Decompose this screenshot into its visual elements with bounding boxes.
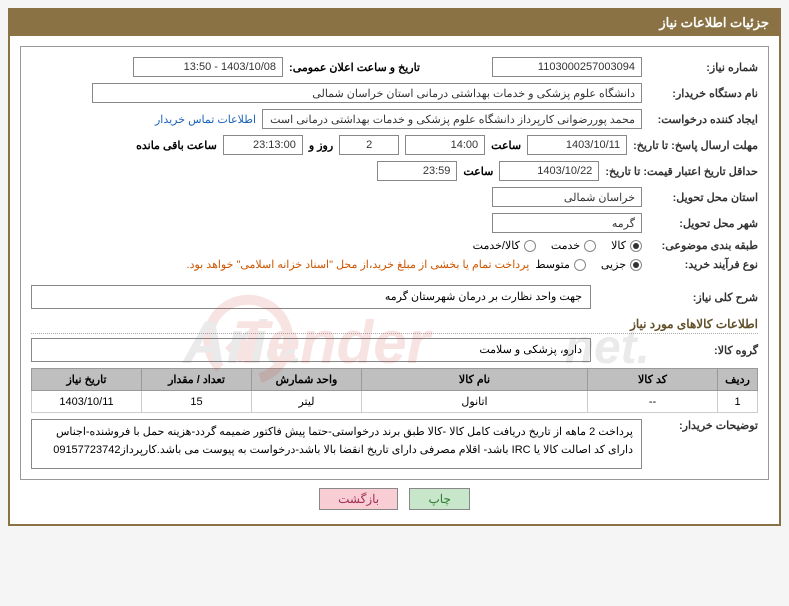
need-desc-value: جهت واحد نظارت بر درمان شهرستان گرمه [31, 285, 591, 309]
th-row: ردیف [718, 369, 758, 391]
city-value: گرمه [492, 213, 642, 233]
radio-service-btn[interactable] [584, 240, 596, 252]
row-goods-group: گروه کالا: دارو، پزشکی و سلامت [31, 338, 758, 362]
row-purchase-type: نوع فرآیند خرید: جزیی متوسط پرداخت تمام … [31, 258, 758, 271]
validity-time: 23:59 [377, 161, 457, 181]
validity-date: 1403/10/22 [499, 161, 599, 181]
province-value: خراسان شمالی [492, 187, 642, 207]
print-button[interactable]: چاپ [409, 488, 469, 510]
radio-both-btn[interactable] [524, 240, 536, 252]
row-deadline: مهلت ارسال پاسخ: تا تاریخ: 1403/10/11 سا… [31, 135, 758, 155]
category-label: طبقه بندی موضوعی: [648, 239, 758, 252]
purchase-type-label: نوع فرآیند خرید: [648, 258, 758, 271]
radio-service-label: خدمت [551, 239, 580, 252]
th-qty: تعداد / مقدار [142, 369, 252, 391]
row-requester: ایجاد کننده درخواست: محمد پوررضوانی کارپ… [31, 109, 758, 129]
panel-body: شماره نیاز: 1103000257003094 تاریخ و ساع… [10, 36, 779, 524]
buyer-org-label: نام دستگاه خریدار: [648, 87, 758, 100]
deadline-time: 14:00 [405, 135, 485, 155]
back-button[interactable]: بازگشت [319, 488, 398, 510]
panel-title: جزئیات اطلاعات نیاز [10, 10, 779, 36]
deadline-date: 1403/10/11 [527, 135, 627, 155]
days-and-label: روز و [309, 139, 333, 152]
td-row: 1 [718, 391, 758, 413]
th-date: تاریخ نیاز [32, 369, 142, 391]
goods-table: ردیف کد کالا نام کالا واحد شمارش تعداد /… [31, 368, 758, 413]
category-radio-group: کالا خدمت کالا/خدمت [473, 239, 642, 252]
radio-service[interactable]: خدمت [551, 239, 596, 252]
buyer-note-value: پرداخت 2 ماهه از تاریخ دریافت کامل کالا … [31, 419, 642, 469]
requester-value: محمد پوررضوانی کارپرداز دانشگاه علوم پزش… [262, 109, 642, 129]
row-city: شهر محل تحویل: گرمه [31, 213, 758, 233]
row-buyer-org: نام دستگاه خریدار: دانشگاه علوم پزشکی و … [31, 83, 758, 103]
th-code: کد کالا [588, 369, 718, 391]
details-panel: جزئیات اطلاعات نیاز شماره نیاز: 11030002… [8, 8, 781, 526]
radio-partial[interactable]: جزیی [601, 258, 642, 271]
td-name: اتانول [362, 391, 588, 413]
time-label-2: ساعت [463, 165, 493, 178]
row-need-desc: شرح کلی نیاز: جهت واحد نظارت بر درمان شه… [31, 285, 758, 309]
goods-info-title: اطلاعات کالاهای مورد نیاز [31, 317, 758, 334]
buyer-note-label: توضیحات خریدار: [648, 419, 758, 432]
city-label: شهر محل تحویل: [648, 217, 758, 230]
row-validity: حداقل تاریخ اعتبار قیمت: تا تاریخ: 1403/… [31, 161, 758, 181]
radio-goods-btn[interactable] [630, 240, 642, 252]
radio-both[interactable]: کالا/خدمت [473, 239, 536, 252]
inner-box: شماره نیاز: 1103000257003094 تاریخ و ساع… [20, 46, 769, 480]
th-unit: واحد شمارش [252, 369, 362, 391]
td-date: 1403/10/11 [32, 391, 142, 413]
radio-both-label: کالا/خدمت [473, 239, 520, 252]
radio-goods-label: کالا [611, 239, 626, 252]
announce-value: 1403/10/08 - 13:50 [133, 57, 283, 77]
remaining-label: ساعت باقی مانده [136, 139, 217, 152]
td-qty: 15 [142, 391, 252, 413]
radio-goods[interactable]: کالا [611, 239, 642, 252]
radio-medium[interactable]: متوسط [535, 258, 586, 271]
goods-group-label: گروه کالا: [648, 344, 758, 357]
button-row: چاپ بازگشت [20, 480, 769, 514]
purchase-type-radio-group: جزیی متوسط [535, 258, 642, 271]
row-buyer-note: توضیحات خریدار: پرداخت 2 ماهه از تاریخ د… [31, 419, 758, 469]
td-code: -- [588, 391, 718, 413]
hours-left: 23:13:00 [223, 135, 303, 155]
radio-partial-label: جزیی [601, 258, 626, 271]
contact-buyer-link[interactable]: اطلاعات تماس خریدار [155, 113, 256, 126]
radio-medium-btn[interactable] [574, 259, 586, 271]
announce-label: تاریخ و ساعت اعلان عمومی: [289, 61, 420, 74]
radio-partial-btn[interactable] [630, 259, 642, 271]
time-label-1: ساعت [491, 139, 521, 152]
need-no-value: 1103000257003094 [492, 57, 642, 77]
th-name: نام کالا [362, 369, 588, 391]
row-category: طبقه بندی موضوعی: کالا خدمت کالا/خدمت [31, 239, 758, 252]
validity-label: حداقل تاریخ اعتبار قیمت: تا تاریخ: [605, 165, 758, 178]
row-province: استان محل تحویل: خراسان شمالی [31, 187, 758, 207]
need-no-label: شماره نیاز: [648, 61, 758, 74]
row-need-no: شماره نیاز: 1103000257003094 تاریخ و ساع… [31, 57, 758, 77]
radio-medium-label: متوسط [535, 258, 570, 271]
table-header-row: ردیف کد کالا نام کالا واحد شمارش تعداد /… [32, 369, 758, 391]
days-left: 2 [339, 135, 399, 155]
deadline-label: مهلت ارسال پاسخ: تا تاریخ: [633, 139, 758, 152]
need-desc-label: شرح کلی نیاز: [648, 291, 758, 304]
table-row: 1 -- اتانول لیتر 15 1403/10/11 [32, 391, 758, 413]
payment-note: پرداخت تمام یا بخشی از مبلغ خرید،از محل … [187, 258, 530, 271]
requester-label: ایجاد کننده درخواست: [648, 113, 758, 126]
td-unit: لیتر [252, 391, 362, 413]
goods-group-value: دارو، پزشکی و سلامت [31, 338, 591, 362]
buyer-org-value: دانشگاه علوم پزشکی و خدمات بهداشتی درمان… [92, 83, 642, 103]
province-label: استان محل تحویل: [648, 191, 758, 204]
